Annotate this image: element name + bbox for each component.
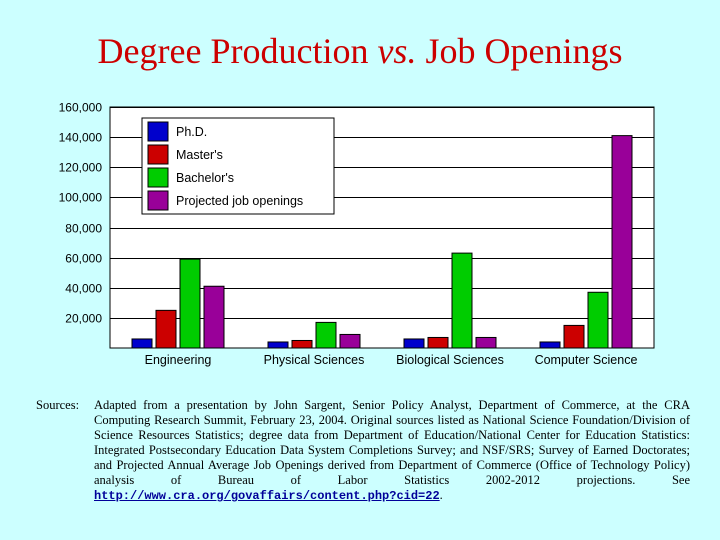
y-tick-label: 160,000 — [59, 101, 103, 115]
y-tick-label: 100,000 — [59, 191, 103, 205]
legend-label: Master's — [176, 148, 223, 162]
legend-swatch — [147, 144, 169, 165]
chart-title: Degree Production vs. Job Openings — [0, 30, 720, 72]
x-tick-label: Computer Science — [535, 353, 638, 367]
legend-label: Ph.D. — [176, 125, 207, 139]
bar-chart: 160,000 140,000 120,000 100,000 80,000 60,000… — [59, 101, 655, 367]
x-tick-label: Biological Sciences — [396, 353, 504, 367]
title-part1: Degree Production — [97, 31, 378, 71]
y-tick-label: 140,000 — [59, 131, 103, 145]
y-tick-label: 40,000 — [65, 282, 102, 296]
x-tick-label: Engineering — [145, 353, 212, 367]
bar — [155, 309, 177, 349]
bar — [131, 338, 153, 349]
x-tick-label: Physical Sciences — [264, 353, 365, 367]
legend-label: Bachelor's — [176, 171, 234, 185]
sources-link[interactable]: http://www.cra.org/govaffairs/content.ph… — [94, 489, 440, 503]
legend-swatch — [147, 121, 169, 142]
bar — [539, 341, 561, 349]
legend-label: Projected job openings — [176, 194, 303, 208]
bar — [179, 258, 201, 349]
bar — [339, 333, 361, 349]
bar — [203, 285, 225, 349]
bar — [475, 336, 497, 349]
bar — [611, 135, 633, 349]
bar — [427, 336, 449, 349]
sources-note: Sources: Adapted from a presentation by … — [36, 398, 690, 504]
y-tick-label: 80,000 — [65, 222, 102, 236]
legend-swatch — [147, 190, 169, 211]
bar — [291, 339, 313, 349]
y-tick-label: 20,000 — [65, 312, 102, 326]
sources-text: Adapted from a presentation by John Sarg… — [94, 398, 690, 487]
y-tick-label: 60,000 — [65, 252, 102, 266]
bar — [315, 321, 337, 349]
bar — [403, 338, 425, 349]
bar — [267, 341, 289, 349]
legend-box — [141, 117, 335, 215]
sources-end: . — [439, 488, 443, 502]
y-tick-label: 120,000 — [59, 161, 103, 175]
title-italic: vs. — [377, 31, 417, 71]
bar — [451, 252, 473, 349]
legend-swatch — [147, 167, 169, 188]
sources-body: Adapted from a presentation by John Sarg… — [94, 398, 690, 504]
bar — [587, 291, 609, 349]
sources-label: Sources: — [36, 398, 80, 412]
bar — [563, 324, 585, 349]
title-part2: Job Openings — [416, 31, 623, 71]
